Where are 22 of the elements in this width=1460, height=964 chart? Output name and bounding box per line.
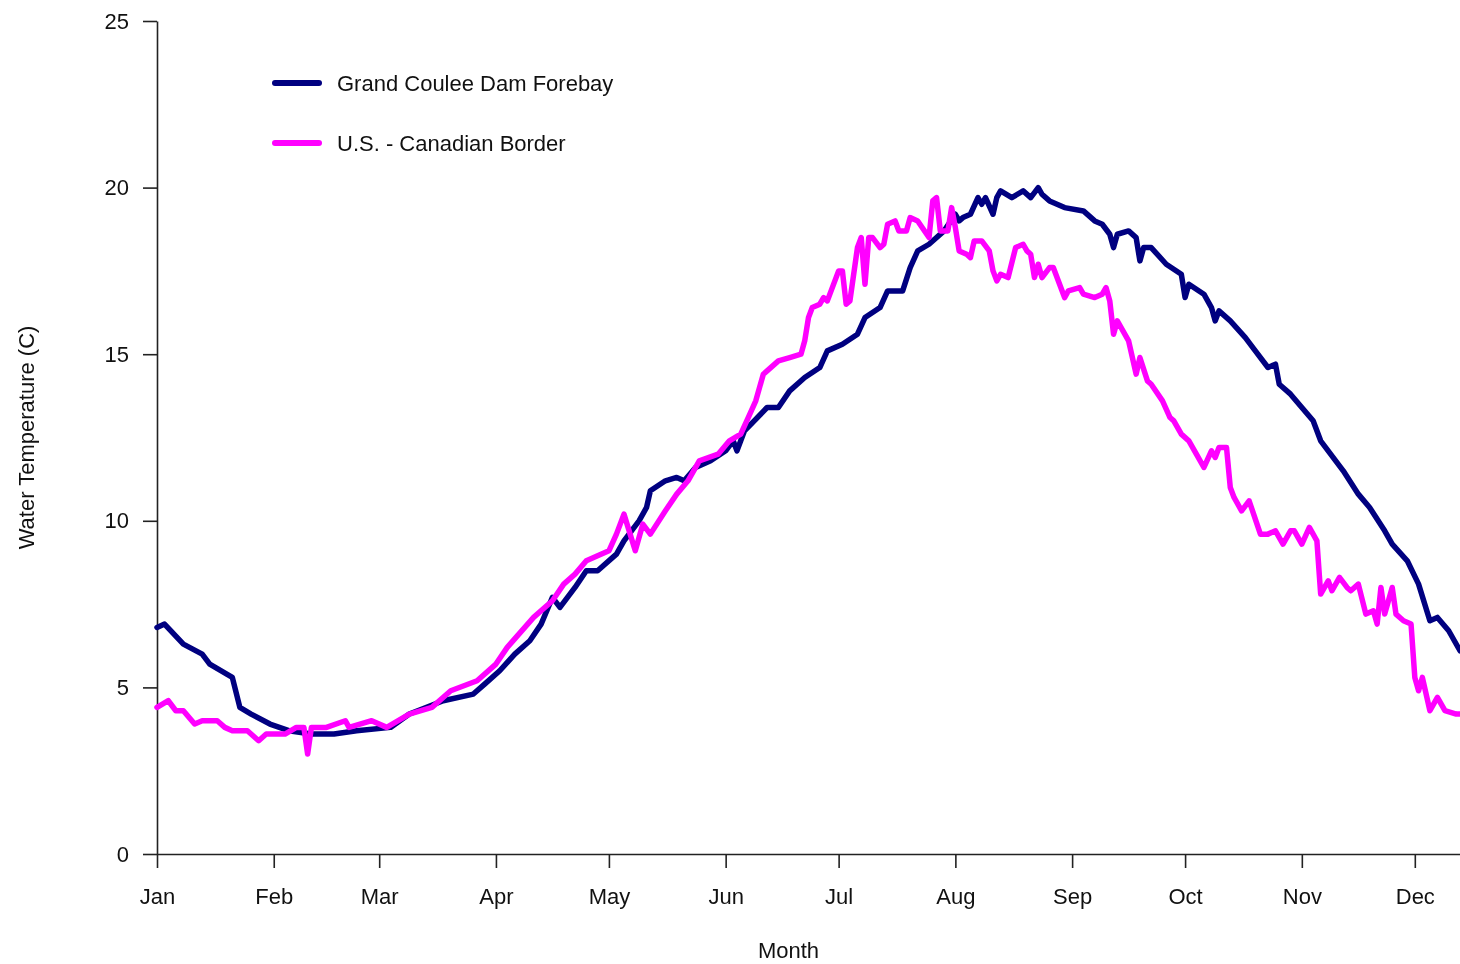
x-tick-label: Apr xyxy=(479,883,514,909)
legend-label: U.S. - Canadian Border xyxy=(337,130,566,156)
x-tick-label: Nov xyxy=(1282,883,1322,909)
y-tick-label: 10 xyxy=(104,508,129,534)
y-tick-label: 20 xyxy=(104,175,129,201)
x-tick-label: Jun xyxy=(708,883,744,909)
x-tick-label: Aug xyxy=(936,883,976,909)
y-axis-title: Water Temperature (C) xyxy=(14,325,39,550)
x-tick-label: Jul xyxy=(825,883,854,909)
legend-label: Grand Coulee Dam Forebay xyxy=(337,70,614,96)
y-tick-label: 25 xyxy=(104,8,129,34)
x-tick-label: Feb xyxy=(255,883,294,909)
y-tick-label: 15 xyxy=(104,341,129,367)
x-tick-label: Jan xyxy=(139,883,176,909)
x-tick-label: Mar xyxy=(360,883,399,909)
x-tick-label: Oct xyxy=(1168,883,1203,909)
y-tick-label: 5 xyxy=(116,674,129,700)
y-tick-label: 0 xyxy=(116,841,129,867)
x-axis-title: Month xyxy=(757,938,820,963)
x-tick-label: May xyxy=(588,883,631,909)
x-tick-label: Dec xyxy=(1395,883,1435,909)
x-tick-label: Sep xyxy=(1053,883,1093,909)
